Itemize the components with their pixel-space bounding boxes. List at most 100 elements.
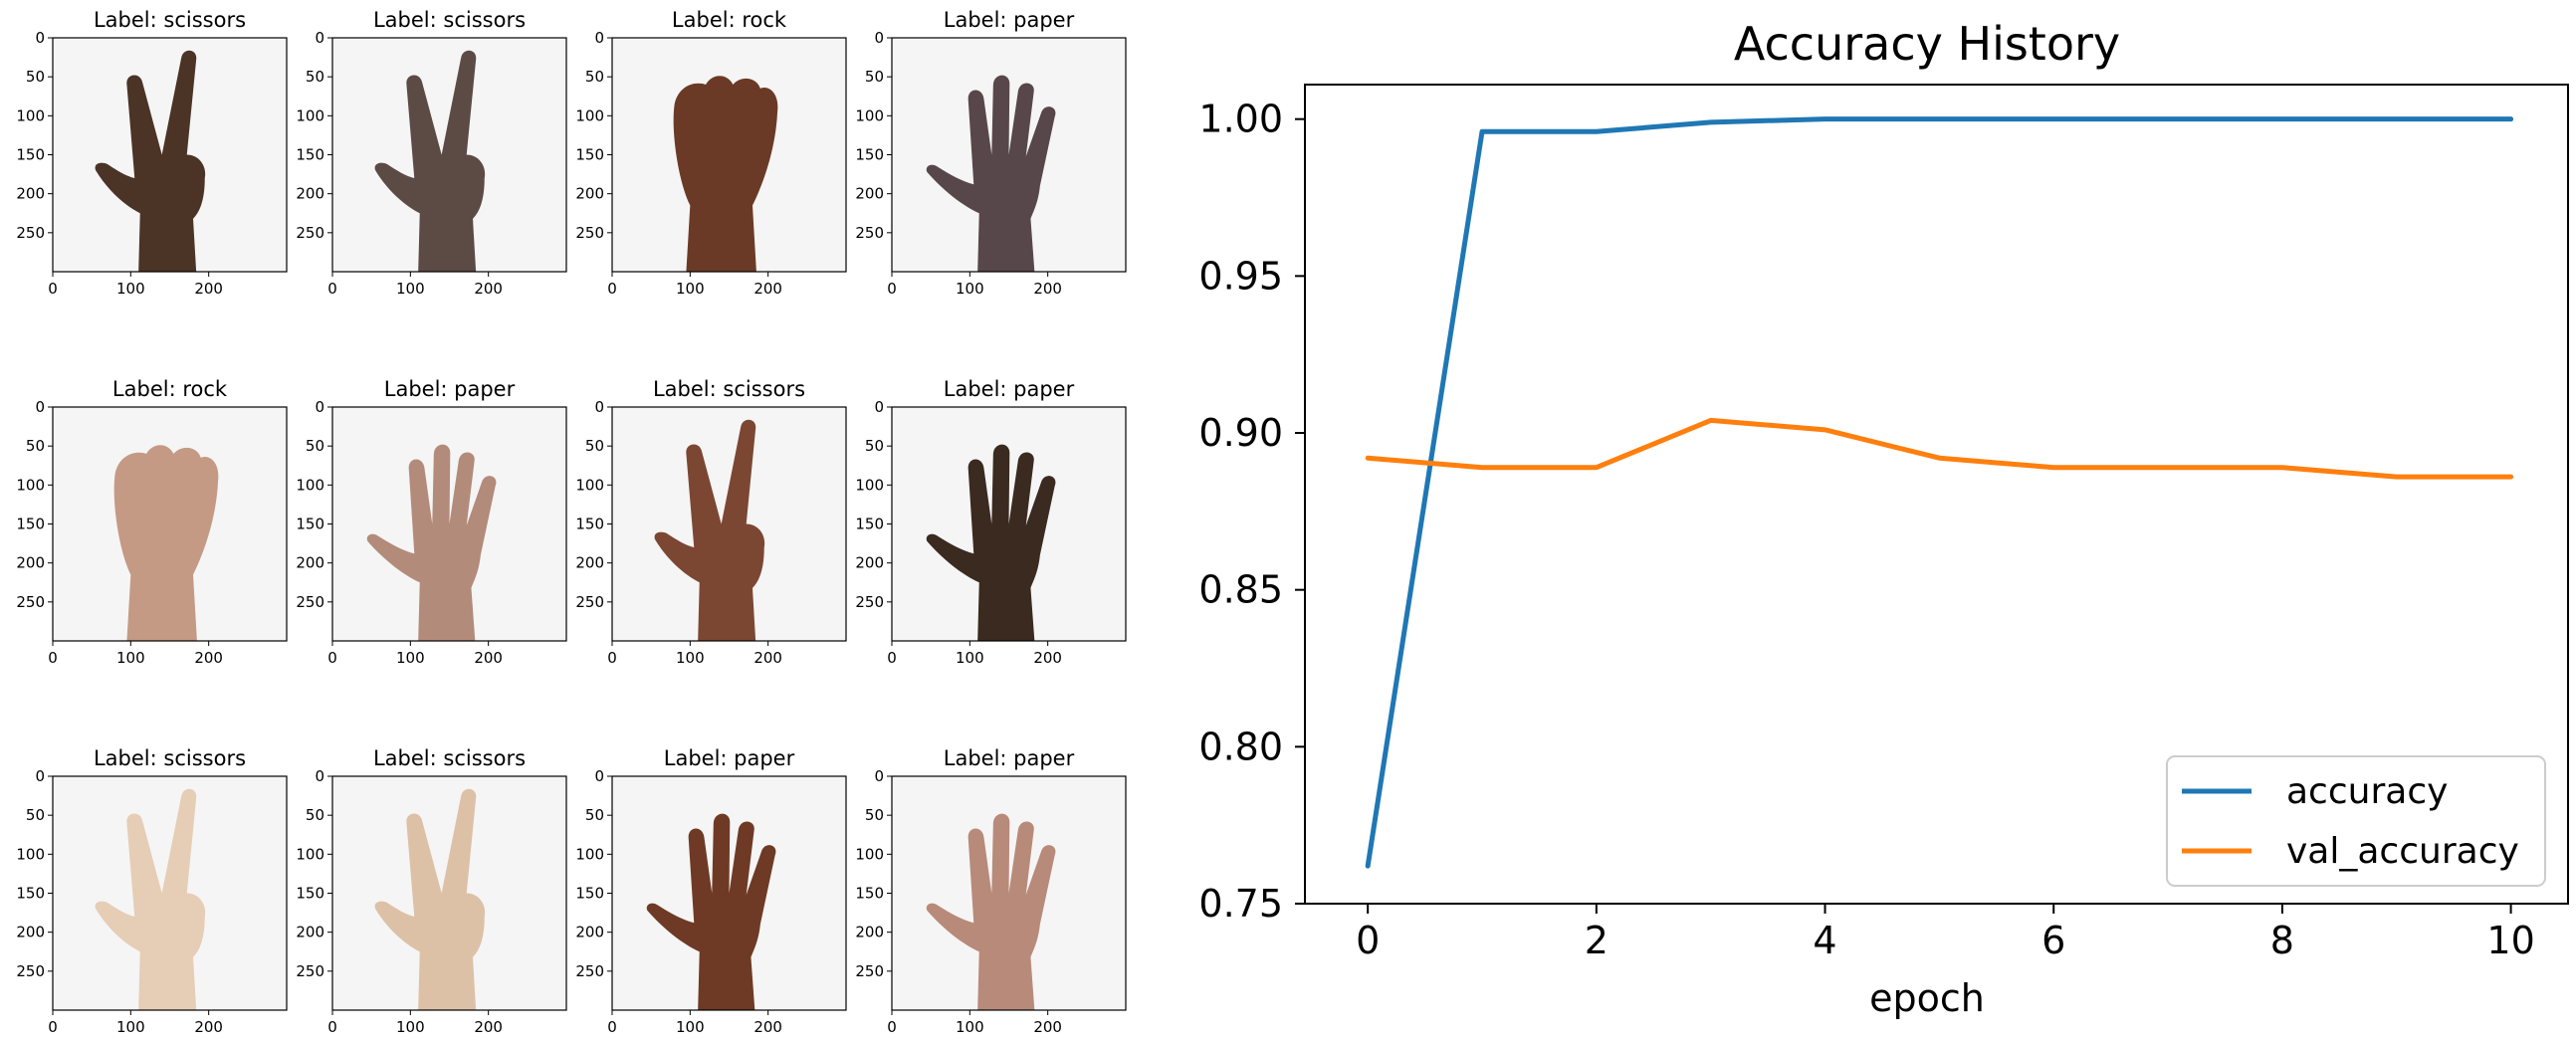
x-tick-label: 100	[396, 280, 425, 298]
x-tick-label: 0	[887, 1018, 897, 1036]
y-tick-label: 150	[575, 516, 604, 533]
y-tick-label: 150	[16, 146, 45, 164]
y-tick-label: 100	[296, 845, 324, 863]
image-panel-5: Label: rock 0 100 200 0 50 100 150 200 250	[16, 377, 288, 667]
legend-label-val_accuracy: val_accuracy	[2286, 831, 2519, 872]
y-tick-label: 0	[874, 29, 884, 47]
x-tick-label: 10	[2486, 919, 2534, 962]
val_accuracy-series-line	[1365, 417, 2514, 480]
y-tick-label: 150	[575, 146, 604, 164]
paper-hand-image	[366, 444, 497, 641]
x-axis-label: epoch	[1869, 976, 1985, 1020]
y-tick-label: 100	[575, 106, 604, 124]
x-tick-label: 0	[48, 649, 58, 667]
scissors-hand-image	[95, 50, 206, 273]
chart-legend: accuracy val_accuracy	[2166, 755, 2546, 887]
x-tick-label: 200	[194, 1018, 223, 1036]
y-tick-label: 0.75	[1198, 882, 1283, 926]
x-tick-label: 0	[607, 1018, 617, 1036]
y-tick-label: 50	[865, 68, 884, 86]
x-tick-label: 200	[474, 649, 503, 667]
image-panel-6: Label: paper 0 100 200 0 50 100 150 200 250	[296, 377, 567, 667]
panel-title: Label: paper	[944, 8, 1075, 32]
y-tick-label: 50	[306, 437, 324, 455]
scissors-hand-image	[654, 419, 765, 641]
y-tick-label: 100	[16, 845, 45, 863]
y-tick-label: 150	[296, 146, 324, 164]
x-tick-label: 100	[676, 1018, 705, 1036]
y-tick-label: 200	[16, 185, 45, 203]
x-tick-label: 6	[2041, 919, 2065, 962]
scissors-hand-image	[95, 788, 206, 1010]
y-tick-label: 50	[306, 806, 324, 824]
y-tick-label: 0	[594, 29, 604, 47]
x-tick-label: 200	[753, 280, 782, 298]
x-tick-label: 100	[676, 280, 705, 298]
x-tick-label: 0	[887, 280, 897, 298]
y-tick-label: 250	[855, 962, 884, 980]
x-tick-label: 200	[1033, 1018, 1062, 1036]
y-tick-label: 0	[35, 29, 45, 47]
paper-hand-image	[926, 813, 1056, 1010]
y-tick-label: 200	[296, 554, 324, 572]
y-tick-label: 250	[296, 962, 324, 980]
y-tick-label: 150	[16, 885, 45, 903]
y-tick-label: 250	[855, 593, 884, 611]
panel-title: Label: scissors	[373, 746, 526, 770]
y-tick-label: 150	[296, 885, 324, 903]
panel-title: Label: paper	[944, 377, 1075, 401]
image-panel-9: Label: scissors 0 100 200 0 50 100 150 200 250	[16, 746, 288, 1036]
y-tick-label: 0	[315, 29, 324, 47]
y-tick-label: 100	[575, 845, 604, 863]
y-tick-label: 50	[26, 68, 45, 86]
y-tick-label: 0	[315, 398, 324, 416]
rock-hand-image	[113, 445, 219, 641]
y-tick-label: 100	[855, 106, 884, 124]
x-tick-label: 0	[327, 1018, 337, 1036]
panel-title: Label: rock	[112, 377, 228, 401]
y-tick-label: 50	[865, 437, 884, 455]
y-tick-label: 100	[855, 476, 884, 494]
y-tick-label: 250	[575, 224, 604, 242]
y-tick-label: 150	[855, 885, 884, 903]
y-tick-label: 0.90	[1198, 411, 1283, 455]
y-tick-label: 50	[585, 68, 604, 86]
paper-hand-image	[926, 444, 1056, 641]
y-tick-label: 100	[296, 106, 324, 124]
y-tick-label: 150	[575, 885, 604, 903]
y-tick-label: 200	[855, 185, 884, 203]
y-tick-label: 0	[594, 767, 604, 785]
image-panel-8: Label: paper 0 100 200 0 50 100 150 200 250	[855, 377, 1127, 667]
panel-title: Label: paper	[944, 746, 1075, 770]
legend-label-accuracy: accuracy	[2286, 771, 2448, 812]
x-tick-label: 100	[956, 1018, 984, 1036]
chart-title: Accuracy History	[1734, 17, 2120, 71]
scissors-hand-image	[374, 50, 486, 273]
y-tick-label: 0	[594, 398, 604, 416]
image-panel-7: Label: scissors 0 100 200 0 50 100 150 200 250	[575, 377, 847, 667]
x-tick-label: 8	[2270, 919, 2294, 962]
image-panel-11: Label: paper 0 100 200 0 50 100 150 200 250	[575, 746, 847, 1036]
x-tick-label: 0	[48, 280, 58, 298]
y-tick-label: 100	[855, 845, 884, 863]
y-tick-label: 200	[16, 924, 45, 941]
y-tick-label: 0.80	[1198, 725, 1283, 768]
y-tick-label: 250	[16, 224, 45, 242]
x-tick-label: 100	[116, 280, 145, 298]
y-tick-label: 1.00	[1198, 98, 1283, 141]
sample-image-grid: Label: scissors 0 100 200 0 50 100 150 200 250 Lab…	[16, 8, 1127, 1036]
x-tick-label: 0	[607, 280, 617, 298]
x-tick-label: 0	[607, 649, 617, 667]
y-tick-label: 250	[575, 962, 604, 980]
y-tick-label: 250	[296, 593, 324, 611]
accuracy-history-chart: Accuracy History epoch 0 2 4 6 8 10 0.75 0.80 0.…	[1198, 17, 2569, 1020]
x-tick-label: 0	[48, 1018, 58, 1036]
y-tick-label: 100	[575, 476, 604, 494]
panel-title: Label: rock	[672, 8, 787, 32]
paper-hand-image	[646, 813, 776, 1010]
y-tick-label: 250	[296, 224, 324, 242]
x-tick-label: 200	[1033, 649, 1062, 667]
image-panel-4: Label: paper 0 100 200 0 50 100 150 200 250	[855, 8, 1127, 298]
image-panel-10: Label: scissors 0 100 200 0 50 100 150 200 250	[296, 746, 567, 1036]
y-tick-label: 0.85	[1198, 568, 1283, 612]
